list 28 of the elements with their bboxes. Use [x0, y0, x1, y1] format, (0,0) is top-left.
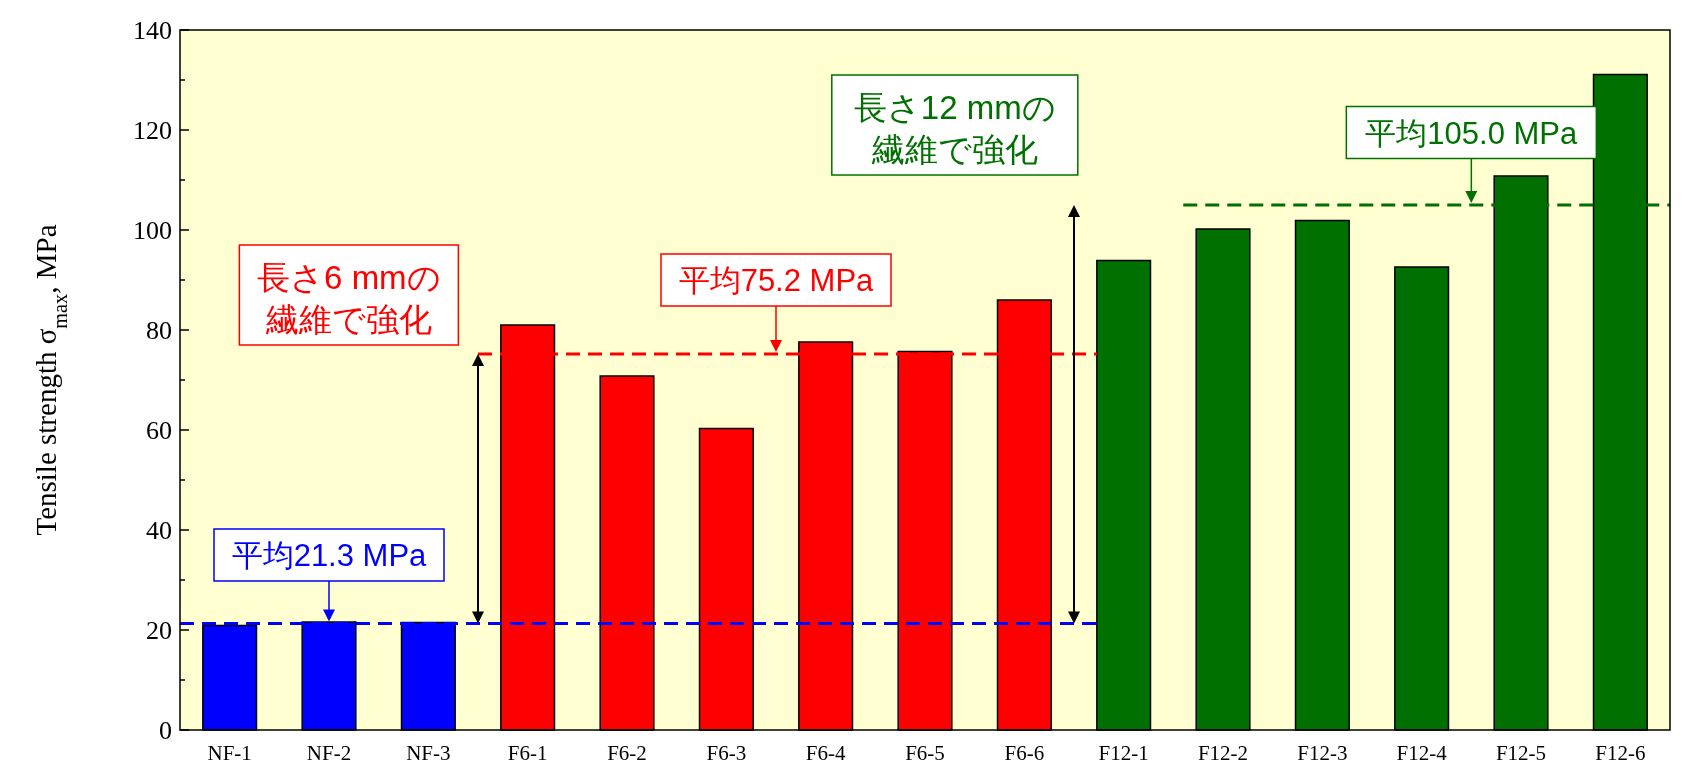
- x-tick-label: F12-6: [1595, 741, 1646, 765]
- y-tick-label: 100: [133, 216, 172, 246]
- x-tick-label: F12-1: [1098, 741, 1149, 765]
- y-tick-label: 120: [133, 116, 172, 146]
- x-tick-label: NF-2: [306, 741, 352, 765]
- ref-line-label: 平均105.0 MPa: [1365, 115, 1579, 151]
- x-tick-label: NF-1: [207, 741, 252, 765]
- y-tick-label: 140: [133, 16, 172, 46]
- x-tick-label: F12-2: [1197, 741, 1249, 765]
- y-tick-label: 80: [146, 316, 172, 346]
- x-tick-label: F6-6: [1004, 741, 1045, 765]
- x-tick-label: NF-3: [406, 741, 451, 765]
- x-tick-label: F6-1: [507, 741, 548, 765]
- ref-line-label: 平均75.2 MPa: [678, 263, 875, 298]
- y-tick-label: 40: [146, 516, 172, 546]
- y-tick-label: 60: [146, 416, 172, 446]
- x-tick-label: F6-2: [607, 741, 647, 765]
- ref-line-label: 平均21.3 MPa: [231, 538, 428, 573]
- annotation: 長さ12 mmの繊維で強化: [853, 89, 1056, 168]
- y-tick-label: 0: [159, 716, 172, 746]
- annotation: 長さ6 mmの繊維で強化: [257, 259, 441, 338]
- y-tick-label: 20: [146, 616, 172, 646]
- x-tick-label: F6-4: [805, 741, 846, 765]
- x-tick-label: F12-3: [1297, 741, 1348, 765]
- x-tick-label: F6-5: [905, 741, 945, 765]
- x-tick-label: F12-5: [1495, 741, 1547, 765]
- x-tick-label: F12-4: [1396, 741, 1448, 765]
- x-tick-label: F6-3: [706, 741, 747, 765]
